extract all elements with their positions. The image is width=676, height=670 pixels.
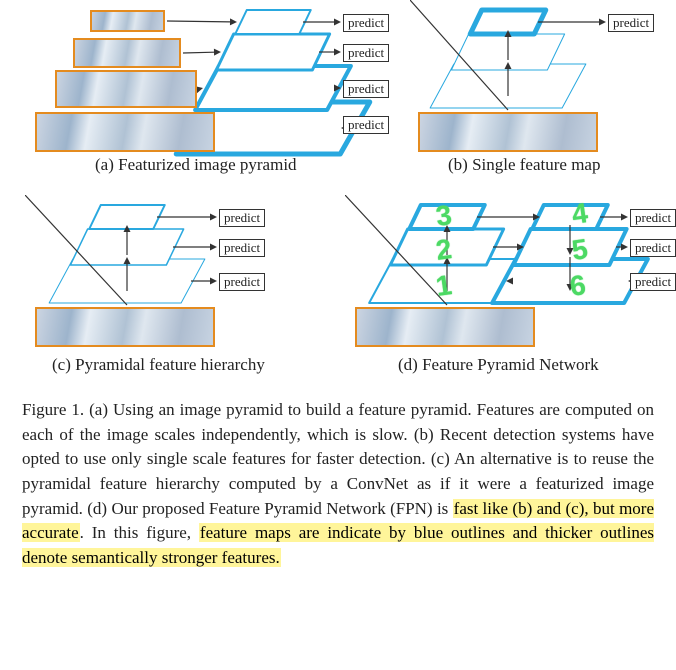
image-tile (355, 307, 535, 347)
predict-label: predict (219, 239, 265, 257)
predict-label: predict (343, 80, 389, 98)
figure-caption: Figure 1. (a) Using an image pyramid to … (22, 398, 654, 570)
predict-label: predict (630, 239, 676, 257)
predict-label: predict (219, 209, 265, 227)
predict-label: predict (630, 273, 676, 291)
image-tile (55, 70, 197, 108)
predict-label: predict (608, 14, 654, 32)
panel-a: predictpredictpredictpredict (25, 0, 385, 175)
panel-c-label: (c) Pyramidal feature hierarchy (52, 355, 265, 375)
panel-c: predict predict predict (25, 195, 355, 370)
predict-label: predict (343, 116, 389, 134)
caption-text-2: . In this figure, (80, 523, 199, 542)
figure-panels: predictpredictpredictpredict (a) Featuri… (0, 0, 676, 390)
predict-label: predict (630, 209, 676, 227)
panel-b-label: (b) Single feature map (448, 155, 600, 175)
predict-label: predict (219, 273, 265, 291)
image-tile (35, 112, 215, 152)
predict-label: predict (343, 14, 389, 32)
panel-b: predict (410, 0, 670, 175)
predict-label: predict (343, 44, 389, 62)
panel-d: predict predict predict (345, 195, 676, 370)
panel-d-label: (d) Feature Pyramid Network (398, 355, 599, 375)
panel-a-label: (a) Featurized image pyramid (95, 155, 297, 175)
image-tile (90, 10, 165, 32)
image-tile (73, 38, 181, 68)
image-tile (418, 112, 598, 152)
image-tile (35, 307, 215, 347)
